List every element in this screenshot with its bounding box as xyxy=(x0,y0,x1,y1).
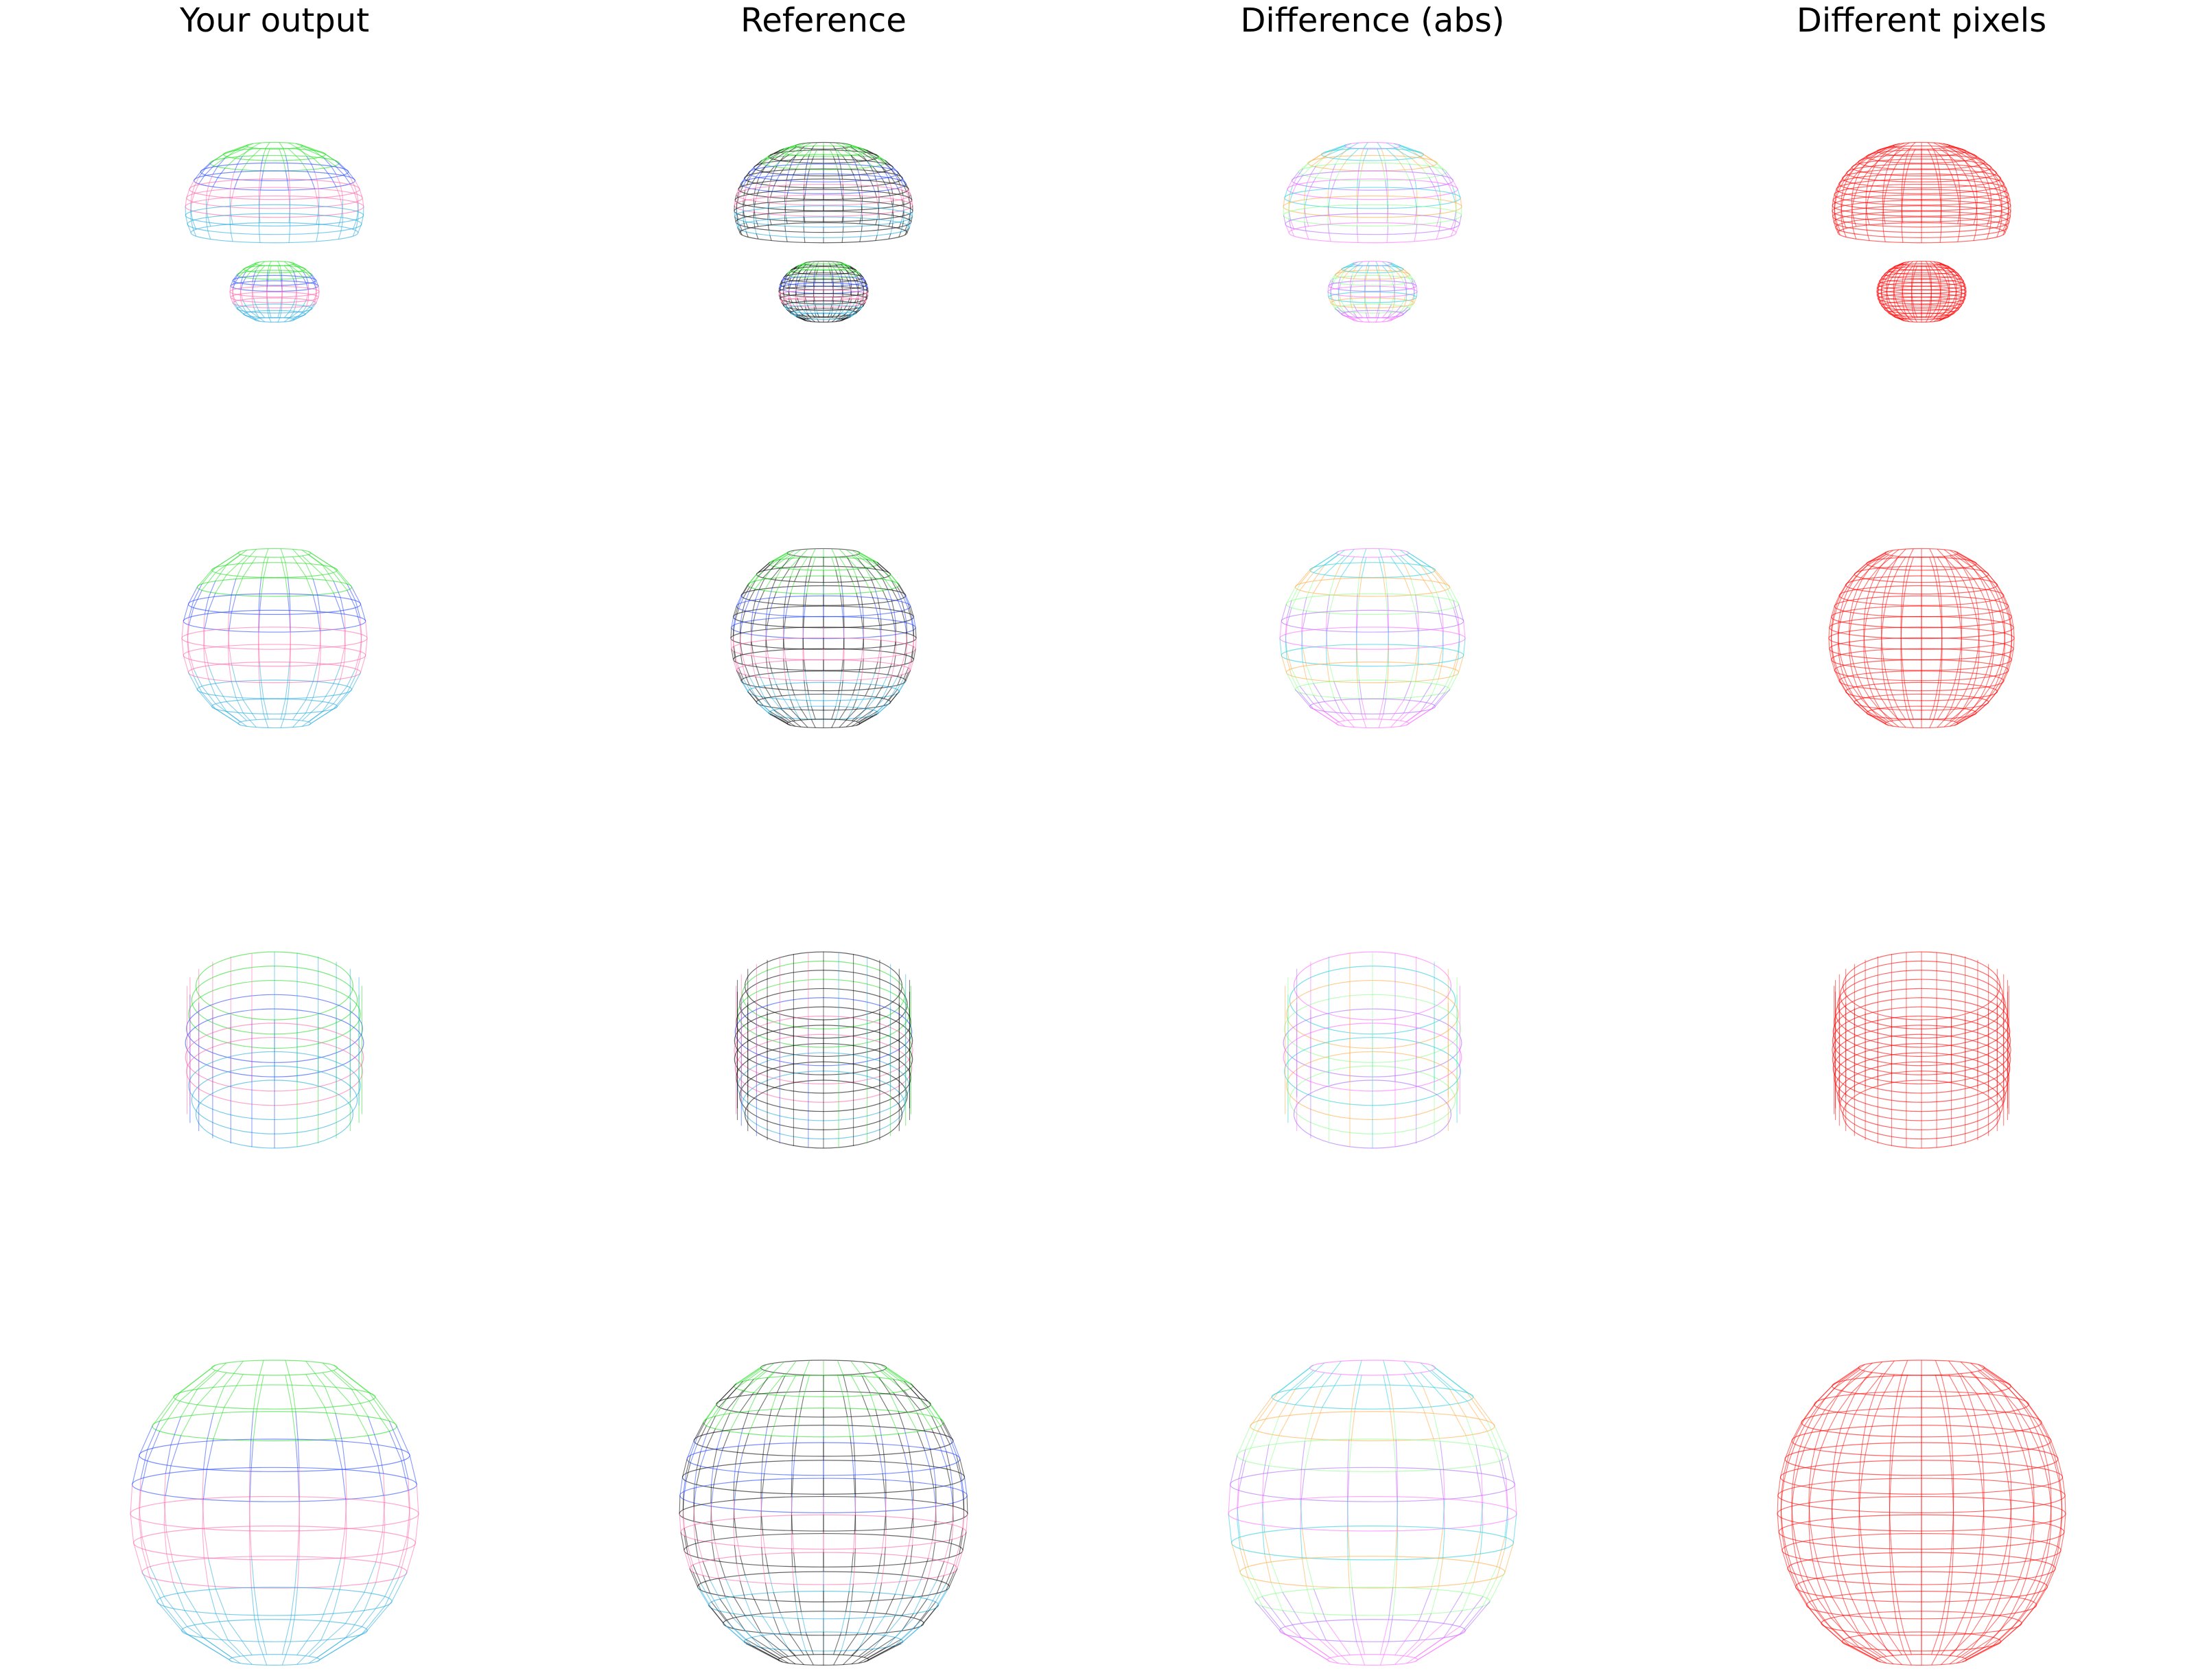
your-output-ring-wireframe xyxy=(185,951,364,1149)
different-pixels-ring-wireframe xyxy=(1832,951,2011,1149)
your-output-mushroom-wireframe xyxy=(185,141,364,323)
different-pixels-dome-wireframe xyxy=(1777,1360,2066,1666)
difference-dome-wireframe xyxy=(1228,1360,1517,1666)
column-title-reference: Reference xyxy=(740,1,907,40)
your-output-dome-wireframe xyxy=(130,1360,419,1666)
different-pixels-globe-wireframe xyxy=(1828,548,2015,729)
column-title-difference: Difference (abs) xyxy=(1240,1,1505,40)
difference-mushroom-wireframe xyxy=(1283,141,1462,323)
your-output-globe-wireframe xyxy=(181,548,368,729)
reference-globe-wireframe xyxy=(730,548,917,729)
column-title-different-pixels: Different pixels xyxy=(1796,1,2047,40)
reference-dome-wireframe xyxy=(679,1360,968,1666)
different-pixels-mushroom-wireframe xyxy=(1832,141,2011,323)
reference-ring-wireframe xyxy=(734,951,913,1149)
reference-mushroom-wireframe xyxy=(734,141,913,323)
column-title-your-output: Your output xyxy=(179,1,370,40)
difference-globe-wireframe xyxy=(1279,548,1466,729)
difference-ring-wireframe xyxy=(1283,951,1462,1149)
